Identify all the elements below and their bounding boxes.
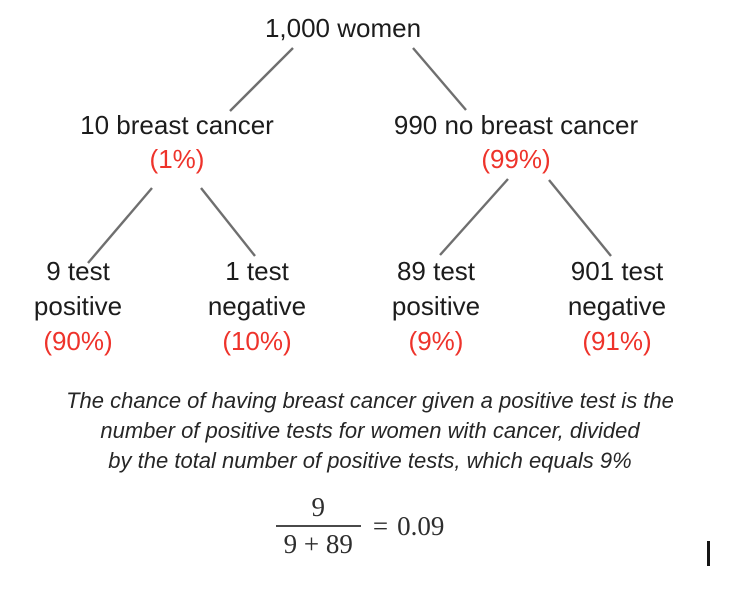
explanation-text: The chance of having breast cancer given…: [0, 386, 740, 476]
branch-label: 10 breast cancer: [80, 110, 274, 140]
leaf-result: negative: [207, 291, 307, 321]
explanation-line-2: number of positive tests for women with …: [100, 418, 640, 443]
bayes-formula: 9 9 + 89 = 0.09: [0, 492, 720, 560]
text-cursor[interactable]: [707, 541, 710, 566]
connector-cancer-to-negative: [200, 187, 256, 257]
root-node-label: 1,000 women: [264, 13, 422, 43]
explanation-line-1: The chance of having breast cancer given…: [66, 388, 674, 413]
equals-sign: =: [372, 510, 389, 541]
fraction: 9 9 + 89: [275, 492, 361, 560]
explanation-line-3: by the total number of positive tests, w…: [108, 448, 632, 473]
connector-root-to-no-cancer: [412, 47, 467, 111]
fraction-numerator: 9: [311, 492, 326, 522]
connector-no-cancer-to-positive: [439, 178, 509, 256]
leaf-node-no-cancer-test-negative: 901 test negative (91%): [568, 254, 666, 359]
connector-cancer-to-positive: [87, 187, 153, 264]
leaf-node-no-cancer-test-positive: 89 test positive (9%): [392, 254, 480, 359]
leaf-count: 901 test: [570, 256, 664, 286]
leaf-percent: (91%): [582, 326, 652, 356]
leaf-node-cancer-test-positive: 9 test positive (90%): [34, 254, 122, 359]
leaf-percent: (10%): [222, 326, 292, 356]
branch-node-no-breast-cancer: 990 no breast cancer (99%): [394, 108, 638, 176]
result-value: 0.09: [397, 510, 445, 541]
leaf-percent: (90%): [43, 326, 113, 356]
leaf-node-cancer-test-negative: 1 test negative (10%): [208, 254, 306, 359]
leaf-percent: (9%): [408, 326, 464, 356]
fraction-denominator: 9 + 89: [275, 525, 361, 560]
branch-label: 990 no breast cancer: [393, 110, 639, 140]
leaf-result: negative: [567, 291, 667, 321]
branch-percent: (99%): [481, 144, 551, 174]
leaf-result: positive: [391, 291, 481, 321]
branch-node-breast-cancer: 10 breast cancer (1%): [80, 108, 274, 176]
branch-percent: (1%): [149, 144, 205, 174]
connector-root-to-cancer: [229, 47, 294, 112]
leaf-result: positive: [33, 291, 123, 321]
leaf-count: 1 test: [225, 256, 289, 286]
connector-no-cancer-to-negative: [548, 179, 612, 257]
leaf-count: 89 test: [396, 256, 476, 286]
formula-result: = 0.09: [373, 511, 444, 542]
leaf-count: 9 test: [46, 256, 110, 286]
